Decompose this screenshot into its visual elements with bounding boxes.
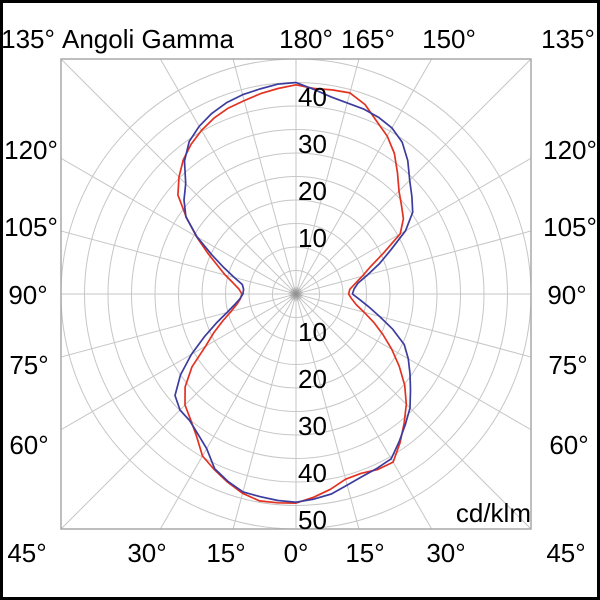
radial-tick-upper-20: 20 <box>298 176 327 206</box>
angle-label-left-90: 90° <box>8 280 48 310</box>
angle-label-right-90: 90° <box>547 280 587 310</box>
radial-tick-upper-40: 40 <box>298 82 327 112</box>
angle-label-top-150: 150° <box>422 24 476 54</box>
angle-label-bottom-45-left: 45° <box>7 538 47 568</box>
angle-label-bottom-0: 0° <box>283 538 309 568</box>
radial-tick-lower-20: 20 <box>298 364 327 394</box>
unit-label: cd/klm <box>455 498 531 528</box>
radial-tick-lower-50: 50 <box>298 505 327 535</box>
radial-tick-lower-10: 10 <box>298 317 327 347</box>
radial-tick-upper-10: 10 <box>298 223 327 253</box>
angle-label-top-135-left: 135° <box>1 24 55 54</box>
angle-label-left-105: 105° <box>4 212 58 242</box>
angle-label-top-165: 165° <box>341 24 395 54</box>
radial-tick-upper-30: 30 <box>298 129 327 159</box>
angle-label-bottom-45-right: 45° <box>546 538 586 568</box>
angle-label-bottom-15-right: 15° <box>345 538 385 568</box>
angle-label-right-120: 120° <box>543 135 597 165</box>
angle-label-right-105: 105° <box>543 212 597 242</box>
curve_blue <box>174 81 414 504</box>
angle-label-right-60: 60° <box>549 430 589 460</box>
polar-grid <box>61 59 531 529</box>
angle-label-bottom-30-right: 30° <box>426 538 466 568</box>
angle-label-bottom-15-left: 15° <box>206 538 246 568</box>
radial-tick-lower-40: 40 <box>298 458 327 488</box>
angle-label-top-180: 180° <box>279 24 333 54</box>
chart-title: Angoli Gamma <box>62 24 234 54</box>
angle-label-left-60: 60° <box>9 430 49 460</box>
angle-label-bottom-30-left: 30° <box>127 538 167 568</box>
plot-border <box>60 58 532 530</box>
angle-label-right-75: 75° <box>548 350 588 380</box>
angle-label-left-75: 75° <box>9 350 49 380</box>
polar-chart-canvas <box>60 58 532 530</box>
angle-label-top-135-right: 135° <box>541 24 595 54</box>
angle-label-left-120: 120° <box>4 135 58 165</box>
radial-tick-lower-30: 30 <box>298 411 327 441</box>
